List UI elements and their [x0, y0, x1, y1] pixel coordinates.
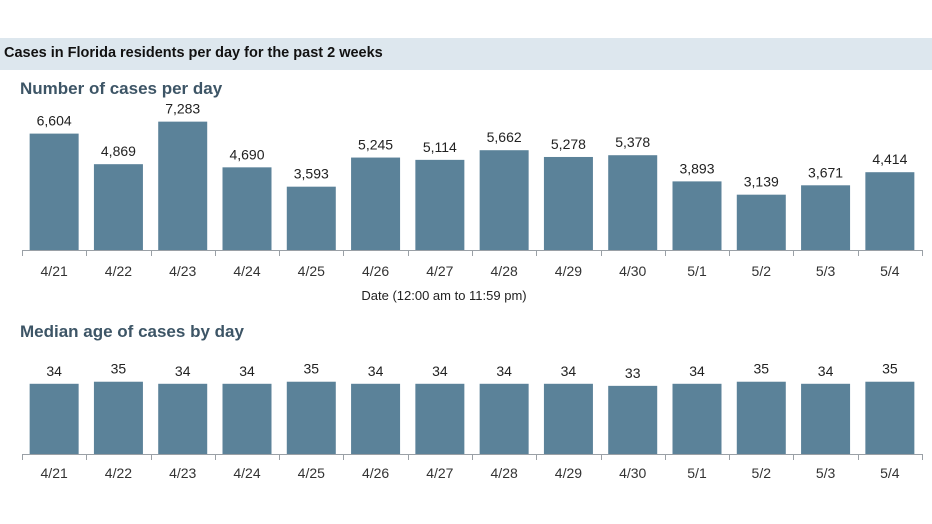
cases-x-axis-title: Date (12:00 am to 11:59 pm) — [361, 288, 526, 303]
cases-data-label: 5,662 — [487, 129, 522, 145]
cases-data-label: 4,690 — [229, 146, 264, 162]
age-bar[interactable] — [158, 383, 208, 454]
cases-data-label: 5,245 — [358, 137, 393, 153]
age-bar[interactable] — [29, 383, 79, 454]
cases-tick-label: 4/23 — [169, 263, 196, 279]
cases-bar[interactable] — [158, 121, 208, 251]
cases-tick-label: 4/25 — [298, 263, 325, 279]
cases-data-label: 5,114 — [423, 139, 457, 155]
age-data-label: 34 — [432, 363, 448, 379]
header-band — [0, 38, 932, 70]
cases-bar[interactable] — [29, 133, 79, 250]
cases-tick-label: 5/3 — [816, 263, 836, 279]
age-tick-label: 4/25 — [298, 465, 325, 481]
cases-tick-label: 4/26 — [362, 263, 389, 279]
age-data-label: 34 — [46, 363, 62, 379]
age-data-label: 35 — [111, 361, 127, 377]
page-title: Cases in Florida residents per day for t… — [4, 45, 383, 61]
cases-data-label: 4,869 — [101, 143, 136, 159]
age-tick-label: 4/30 — [619, 465, 646, 481]
age-tick-label: 5/3 — [816, 465, 836, 481]
age-tick-label: 5/1 — [687, 465, 707, 481]
age-bar[interactable] — [736, 381, 786, 454]
cases-tick-label: 5/2 — [752, 263, 772, 279]
cases-bar[interactable] — [801, 185, 851, 250]
cases-bar[interactable] — [672, 181, 722, 250]
age-data-label: 33 — [625, 365, 641, 381]
cases-tick-label: 4/24 — [233, 263, 260, 279]
cases-bar[interactable] — [736, 194, 786, 250]
cases-tick-label: 5/1 — [687, 263, 707, 279]
cases-bar[interactable] — [222, 167, 272, 250]
age-data-label: 34 — [818, 363, 834, 379]
cases-data-label: 6,604 — [37, 113, 72, 129]
cases-bar[interactable] — [865, 172, 915, 250]
age-tick-label: 4/22 — [105, 465, 132, 481]
age-tick-label: 4/28 — [491, 465, 518, 481]
cases-tick-label: 5/4 — [880, 263, 900, 279]
age-data-label: 34 — [239, 363, 255, 379]
age-bar[interactable] — [672, 383, 722, 454]
age-bar[interactable] — [351, 383, 401, 454]
cases-bar[interactable] — [286, 186, 336, 250]
age-data-label: 35 — [882, 361, 898, 377]
age-data-label: 34 — [368, 363, 384, 379]
cases-bar[interactable] — [415, 159, 465, 250]
cases-tick-label: 4/21 — [41, 263, 68, 279]
age-data-label: 34 — [175, 363, 191, 379]
cases-bar[interactable] — [608, 155, 658, 250]
cases-bar[interactable] — [93, 164, 143, 250]
cases-tick-label: 4/29 — [555, 263, 582, 279]
cases-data-label: 3,893 — [679, 160, 714, 176]
cases-data-label: 4,414 — [872, 151, 907, 167]
age-tick-label: 4/26 — [362, 465, 389, 481]
age-bar[interactable] — [801, 383, 851, 454]
age-tick-label: 4/29 — [555, 465, 582, 481]
cases-tick-label: 4/28 — [491, 263, 518, 279]
age-tick-label: 4/24 — [233, 465, 260, 481]
age-bar[interactable] — [222, 383, 272, 454]
age-bar[interactable] — [543, 383, 593, 454]
age-data-label: 34 — [689, 363, 705, 379]
age-chart-title: Median age of cases by day — [20, 322, 244, 341]
age-tick-label: 5/2 — [752, 465, 772, 481]
cases-bar[interactable] — [479, 150, 529, 250]
age-bar[interactable] — [479, 383, 529, 454]
age-data-label: 35 — [753, 361, 769, 377]
age-tick-label: 4/27 — [426, 465, 453, 481]
cases-data-label: 3,593 — [294, 166, 329, 182]
age-bar[interactable] — [608, 385, 658, 454]
age-data-label: 34 — [561, 363, 577, 379]
cases-tick-label: 4/22 — [105, 263, 132, 279]
cases-data-label: 3,139 — [744, 174, 779, 190]
age-tick-label: 4/23 — [169, 465, 196, 481]
age-tick-label: 4/21 — [41, 465, 68, 481]
age-bar[interactable] — [415, 383, 465, 454]
age-data-label: 34 — [496, 363, 512, 379]
age-bar[interactable] — [865, 381, 915, 454]
cases-bar[interactable] — [543, 156, 593, 250]
age-tick-label: 5/4 — [880, 465, 900, 481]
cases-tick-label: 4/27 — [426, 263, 453, 279]
cases-bar[interactable] — [351, 157, 401, 250]
cases-tick-label: 4/30 — [619, 263, 646, 279]
age-bar[interactable] — [286, 381, 336, 454]
age-bar[interactable] — [93, 381, 143, 454]
cases-data-label: 5,278 — [551, 136, 586, 152]
cases-chart-title: Number of cases per day — [20, 79, 223, 98]
cases-data-label: 7,283 — [165, 101, 200, 117]
cases-data-label: 5,378 — [615, 134, 650, 150]
cases-data-label: 3,671 — [808, 164, 843, 180]
age-data-label: 35 — [303, 361, 319, 377]
